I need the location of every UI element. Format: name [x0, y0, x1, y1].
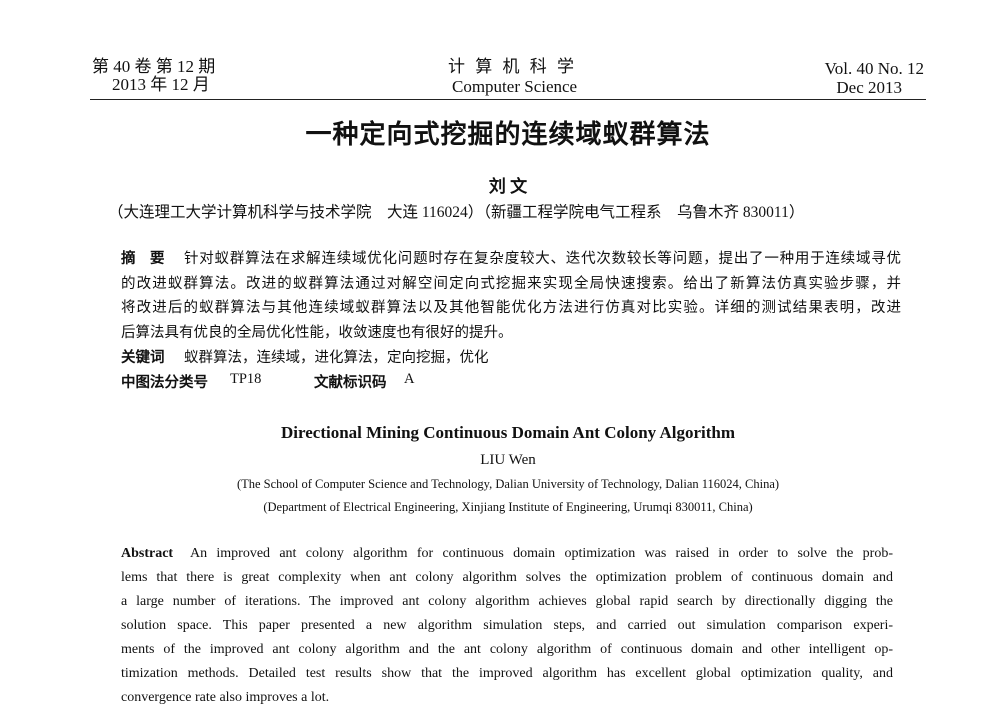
header-left-2: 2013 年 12 月 [112, 75, 210, 94]
header-right-1: Vol. 40 No. 12 [824, 59, 924, 78]
abstract-label: 摘 要 [121, 251, 165, 267]
title: 一种定向式挖掘的连续域蚁群算法 [305, 120, 711, 149]
keywords-label: 关键词 [121, 350, 165, 366]
abstract-line: 针对蚁群算法在求解连续域优化问题时存在复杂度较大、迭代次数较长等问题，提出了一种… [184, 251, 901, 267]
en-title: Directional Mining Continuous Domain Ant… [280, 423, 736, 442]
class-label: 中图法分类号 [121, 375, 208, 391]
header-left-1: 第 40 卷 第 12 期 [92, 57, 216, 76]
class-value: TP18 [230, 371, 262, 387]
abstract-line: 将改进后的蚁群算法与其他连续域蚁群算法以及其他智能优化方法进行仿真对比实验。详细… [121, 300, 901, 316]
en-affiliation: (The School of Computer Science and Tech… [236, 477, 780, 491]
header-center-1: 计 算 机 科 学 [448, 57, 577, 76]
abstract-line: 的改进蚁群算法。改进的蚁群算法通过对解空间定向式挖掘来实现全局快速搜索。给出了新… [121, 275, 901, 292]
header-right-2: Dec 2013 [836, 78, 902, 97]
en-abstract-line: lems that there is great complexity when… [121, 570, 893, 585]
doc-label: 文献标识码 [314, 375, 387, 391]
en-affiliation: (Department of Electrical Engineering, X… [263, 500, 753, 514]
en-abstract-line: ments of the improved ant colony algorit… [121, 642, 893, 657]
author: 刘 文 [488, 177, 528, 196]
en-abstract-line: solution space. This paper presented a n… [121, 618, 893, 633]
en-abstract-line: convergence rate also improves a lot. [121, 690, 330, 705]
affiliation: （大连理工大学计算机科学与技术学院 大连 116024）（新疆工程学院电气工程系… [108, 204, 805, 221]
keywords: 蚁群算法，连续域，进化算法，定向挖掘，优化 [184, 350, 489, 366]
en-abstract-line: a large number of iterations. The improv… [121, 594, 893, 609]
abstract-line: 后算法具有优良的全局优化性能，收敛速度也有很好的提升。 [121, 324, 513, 341]
header-rule [90, 99, 926, 100]
header-center-2: Computer Science [452, 77, 578, 96]
en-author: LIU Wen [480, 452, 536, 468]
en-abstract-line: An improved ant colony algorithm for con… [190, 546, 893, 561]
en-abstract-line: timization methods. Detailed test result… [121, 666, 893, 681]
en-abstract-label: Abstract [121, 546, 174, 561]
doc-value: A [404, 371, 415, 387]
